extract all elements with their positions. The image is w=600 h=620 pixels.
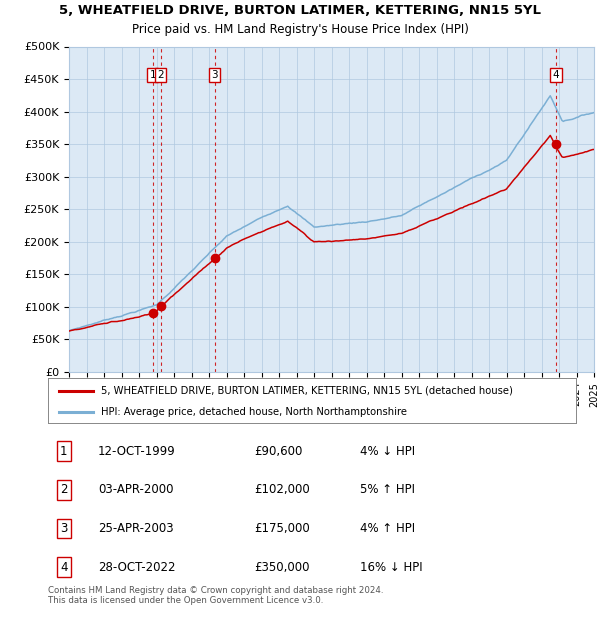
Text: 4% ↑ HPI: 4% ↑ HPI [359,522,415,535]
Text: 1: 1 [149,70,156,80]
Text: £102,000: £102,000 [254,484,310,496]
Text: 5% ↑ HPI: 5% ↑ HPI [359,484,415,496]
Text: 4: 4 [60,561,68,574]
Text: 3: 3 [211,70,218,80]
Text: 16% ↓ HPI: 16% ↓ HPI [359,561,422,574]
Text: Price paid vs. HM Land Registry's House Price Index (HPI): Price paid vs. HM Land Registry's House … [131,23,469,36]
Text: £175,000: £175,000 [254,522,310,535]
Text: Contains HM Land Registry data © Crown copyright and database right 2024.
This d: Contains HM Land Registry data © Crown c… [48,586,383,605]
Text: 4% ↓ HPI: 4% ↓ HPI [359,445,415,458]
Text: 3: 3 [60,522,68,535]
Text: 4: 4 [553,70,559,80]
Text: £90,600: £90,600 [254,445,302,458]
Text: 5, WHEATFIELD DRIVE, BURTON LATIMER, KETTERING, NN15 5YL (detached house): 5, WHEATFIELD DRIVE, BURTON LATIMER, KET… [101,386,512,396]
Text: 12-OCT-1999: 12-OCT-1999 [98,445,176,458]
Text: 5, WHEATFIELD DRIVE, BURTON LATIMER, KETTERING, NN15 5YL: 5, WHEATFIELD DRIVE, BURTON LATIMER, KET… [59,4,541,17]
Text: 2: 2 [60,484,68,496]
Text: £350,000: £350,000 [254,561,310,574]
Text: 28-OCT-2022: 28-OCT-2022 [98,561,176,574]
Text: 1: 1 [60,445,68,458]
Text: HPI: Average price, detached house, North Northamptonshire: HPI: Average price, detached house, Nort… [101,407,407,417]
Text: 03-APR-2000: 03-APR-2000 [98,484,173,496]
Text: 25-APR-2003: 25-APR-2003 [98,522,174,535]
Text: 2: 2 [158,70,164,80]
